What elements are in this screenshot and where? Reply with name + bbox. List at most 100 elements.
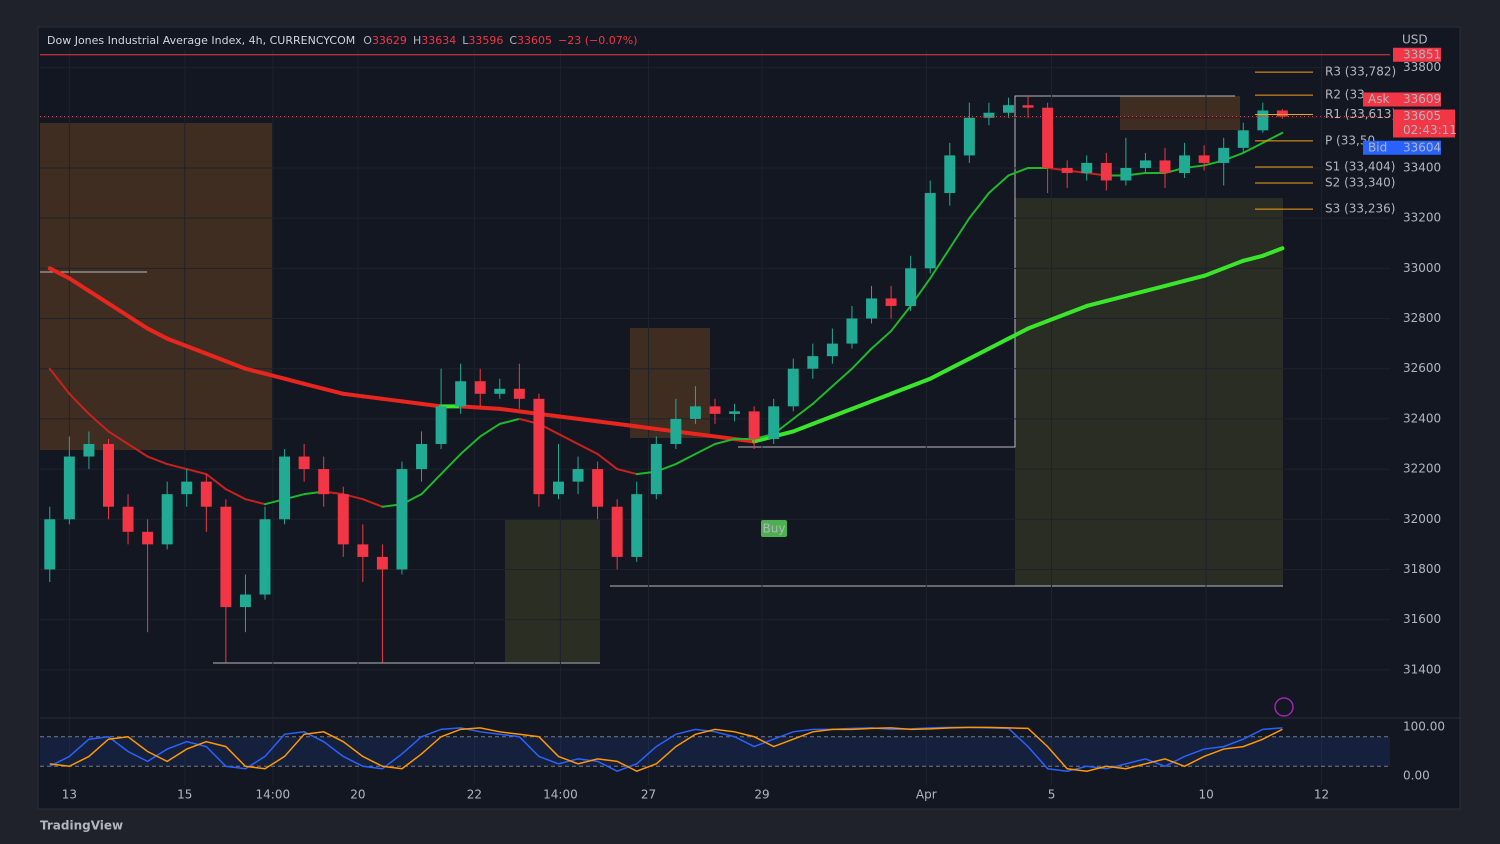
candle-body <box>846 318 858 344</box>
ma-segment <box>224 488 247 501</box>
candle-body <box>357 544 369 557</box>
ma-segment <box>204 351 228 364</box>
ma-segment <box>1065 303 1089 316</box>
ma-segment <box>184 344 209 356</box>
ma-segment <box>302 381 326 391</box>
x-tick-label: 27 <box>641 788 656 802</box>
ma-segment <box>380 396 404 404</box>
ma-segment <box>459 435 482 456</box>
ma-segment <box>185 468 208 476</box>
candle-body <box>905 268 917 306</box>
y-tick-label: 31600 <box>1403 612 1441 626</box>
candle-body <box>553 481 564 495</box>
alert-icon[interactable] <box>1274 697 1294 717</box>
ma-segment <box>1006 326 1031 341</box>
ma-segment <box>244 498 266 506</box>
header: Dow Jones Industrial Average Index, 4h, … <box>47 34 638 47</box>
ma-segment <box>1163 278 1187 288</box>
candle-body <box>650 443 662 495</box>
ma-segment <box>830 406 854 419</box>
ma-segment <box>890 304 912 333</box>
ma-segment <box>849 399 874 411</box>
ma-segment <box>48 367 71 395</box>
x-tick-label: 13 <box>62 788 77 802</box>
ma-segment <box>967 346 991 361</box>
ma-segment <box>1007 166 1030 177</box>
currency: USD <box>1402 33 1428 47</box>
pivot-label: R2 (33, <box>1325 88 1369 102</box>
ma-segment <box>595 419 620 426</box>
ma-segment <box>616 468 638 476</box>
candle-body <box>122 506 134 532</box>
bid-tag: 33604 <box>1403 140 1441 154</box>
candle-body <box>885 298 897 306</box>
bid-key: Bid <box>1368 140 1387 154</box>
step-line <box>738 95 1235 448</box>
ma-segment <box>713 434 737 441</box>
ohlc-key: C <box>509 34 517 47</box>
ma-segment <box>165 336 189 349</box>
ohlc-value: 33596 <box>468 34 503 47</box>
candle-body <box>142 531 154 545</box>
ma-segment <box>693 431 717 439</box>
candle-body <box>592 469 604 507</box>
last-tag: 33605 <box>1403 109 1441 123</box>
ma-segment <box>68 392 90 415</box>
x-tick-label: 15 <box>177 788 192 802</box>
ma-segment <box>714 437 736 445</box>
y-tick-label: 32200 <box>1403 462 1441 476</box>
high-tag: 33851 <box>1403 47 1441 61</box>
ma-segment <box>968 192 990 220</box>
ma-segment <box>948 217 971 250</box>
candle-body <box>220 506 232 608</box>
osc-band <box>40 736 1390 767</box>
ma-segment <box>792 402 814 420</box>
ma-segment <box>869 391 894 404</box>
ask-key: Ask <box>1368 92 1389 106</box>
ma-segment <box>223 359 248 371</box>
ma-segment <box>576 416 600 424</box>
x-tick-label: 14:00 <box>256 788 291 802</box>
candle-body <box>1198 155 1210 163</box>
ask-tag: 33609 <box>1403 92 1441 106</box>
candle-body <box>944 155 956 194</box>
x-tick-label: 12 <box>1314 788 1329 802</box>
ma-segment <box>360 394 385 401</box>
ma-segment <box>615 421 639 429</box>
ma-segment <box>478 405 502 411</box>
candle-body <box>1276 110 1288 117</box>
ma-segment <box>420 473 443 496</box>
candle-body <box>337 494 349 545</box>
ohlc-value: 33605 <box>517 34 552 47</box>
ma-segment <box>811 385 834 405</box>
candle-body <box>279 456 291 520</box>
candle-body <box>435 406 447 444</box>
ma-segment <box>282 376 307 386</box>
x-tick-label: 20 <box>350 788 365 802</box>
osc-line <box>49 726 1283 773</box>
ma-segment <box>87 412 110 433</box>
y-tick-label: 32400 <box>1403 411 1441 425</box>
ma-segment <box>1084 298 1109 308</box>
candle-body <box>1139 160 1151 168</box>
candle-body <box>1022 105 1034 108</box>
ohlc-key: L <box>462 34 469 47</box>
ma-segment <box>694 442 716 456</box>
ma-segment <box>126 314 150 331</box>
ma-segment <box>929 247 951 280</box>
ma-segment <box>243 366 267 376</box>
ma-segment <box>479 422 501 438</box>
ma-segment <box>928 366 952 381</box>
last-tag-bg <box>1393 109 1455 138</box>
candle-body <box>1159 160 1171 173</box>
brand: TradingView <box>40 819 123 833</box>
y-tick-label: 32000 <box>1403 512 1441 526</box>
candle-body <box>729 411 741 414</box>
candle-body <box>1120 167 1132 181</box>
candle-body <box>572 469 584 482</box>
ma-segment <box>263 371 287 381</box>
ma-segment <box>497 406 522 414</box>
ma-segment <box>458 404 483 410</box>
ma-segment <box>1241 253 1265 263</box>
